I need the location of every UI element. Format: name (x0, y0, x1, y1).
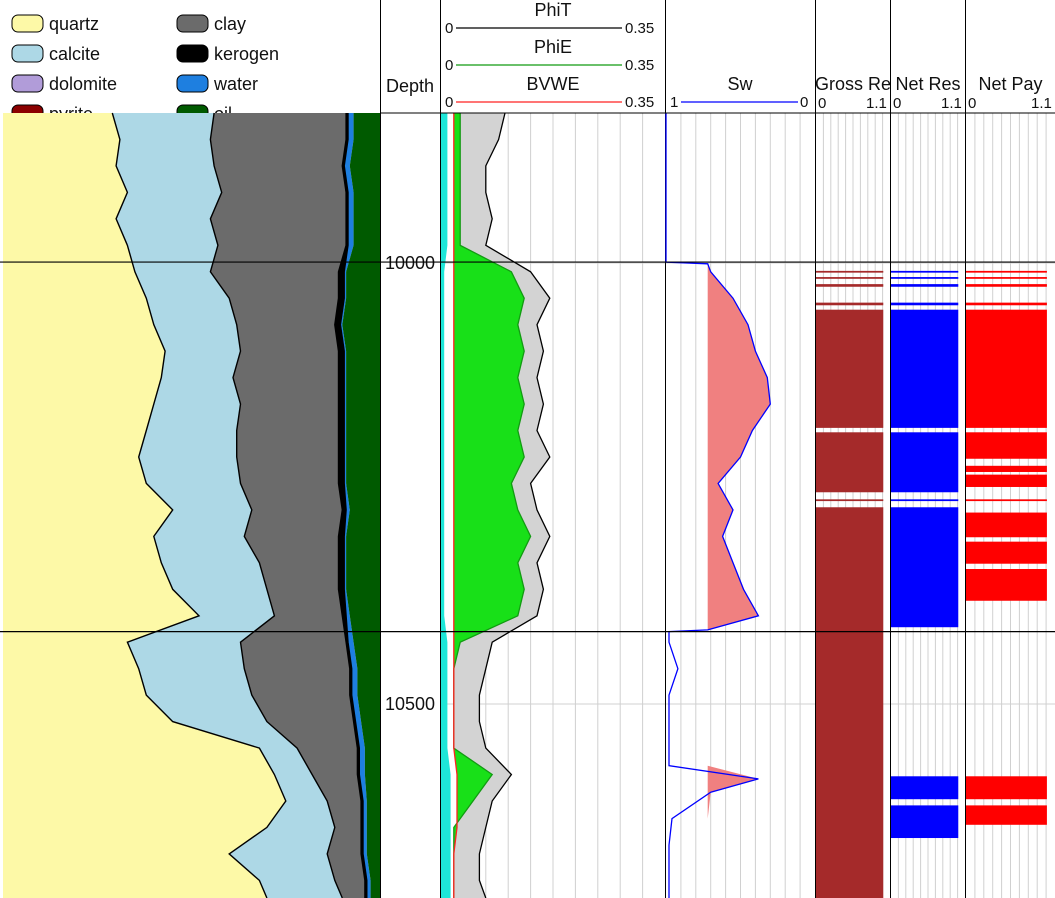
phit-shading (453, 113, 550, 898)
flag-header-max: 1.1 (866, 95, 887, 112)
flag-header-min: 0 (968, 95, 976, 112)
lithology-boundary-calcite (209, 112, 343, 898)
flag-interval-net_pay (966, 499, 1047, 502)
lithology-area-quartz (3, 113, 286, 898)
phie-shading (453, 113, 531, 898)
flag-interval-net_pay (966, 805, 1047, 825)
lithology-boundary-quartz (111, 112, 287, 898)
lithology-boundary-kerogen (339, 113, 368, 898)
flag-interval-gross_reservoir (816, 277, 884, 279)
flag-interval-gross_reservoir (816, 499, 884, 502)
flag-interval-gross_reservoir (816, 432, 884, 493)
flag-interval-net_pay (966, 270, 1047, 273)
porosity-header-max: 0.35 (625, 94, 654, 111)
lithology-area-oil (342, 113, 380, 898)
legend-swatch-kerogen (176, 44, 209, 63)
flag-interval-gross_reservoir (816, 302, 884, 306)
flag-interval-gross_reservoir (816, 507, 884, 898)
depth-tick-label: 10500 (385, 694, 435, 714)
porosity-track: PhiT 0 0.35 PhiE 0 0.35 BVWE 0 0.35 (441, 0, 1055, 898)
flag-interval-net_reservoir (891, 507, 959, 628)
legend-swatch-calcite (11, 44, 44, 63)
depth-axis-title: Depth (386, 76, 434, 96)
lithology-area-calcite (112, 113, 343, 898)
flag-interval-net_reservoir (891, 277, 959, 279)
flag-interval-net_reservoir (891, 776, 959, 800)
legend-swatch-quartz (11, 14, 44, 33)
flag-header-max: 1.1 (1031, 95, 1052, 112)
flag-header-name: Gross Re (815, 74, 891, 94)
flag-interval-net_reservoir (891, 499, 959, 502)
legend-label-calcite: calcite (49, 44, 100, 64)
porosity-header-name: BVWE (526, 74, 579, 94)
porosity-header-min: 0 (445, 20, 453, 37)
depth-tick-label: 10000 (385, 253, 435, 273)
phie-curve (453, 113, 532, 898)
sw-shading (707, 113, 771, 898)
flag-interval-net_reservoir (891, 432, 959, 493)
flag-interval-net_pay (966, 309, 1047, 428)
zone-boundaries (0, 112, 1055, 633)
flag-interval-net_reservoir (891, 309, 959, 428)
saturation-track: Sw 1 0 (665, 0, 816, 898)
porosity-header-min: 0 (445, 94, 453, 111)
flag-header-name: Net Res (895, 74, 960, 94)
lithology-boundary-clay (334, 113, 366, 898)
flag-interval-gross_reservoir (816, 309, 884, 428)
flag-interval-net_reservoir (891, 302, 959, 306)
flag-interval-net_pay (966, 569, 1047, 601)
porosity-header-max: 0.35 (625, 57, 654, 74)
flag-interval-net_pay (966, 432, 1047, 459)
depth-track: Depth 10000 10500 (385, 0, 441, 898)
flag-interval-net_reservoir (891, 284, 959, 287)
flag-interval-net_reservoir (891, 805, 959, 839)
flag-interval-gross_reservoir (816, 284, 884, 287)
porosity-header-min: 0 (445, 57, 453, 74)
legend-label-dolomite: dolomite (49, 74, 117, 94)
flag-interval-net_pay (966, 277, 1047, 279)
legend-label-water: water (213, 74, 258, 94)
phit-curve (478, 112, 551, 898)
lithology-track (3, 0, 381, 898)
legend-label-kerogen: kerogen (214, 44, 279, 64)
flag-header-max: 1.1 (941, 95, 962, 112)
flag-interval-gross_reservoir (816, 270, 884, 273)
porosity-header-name: PhiE (534, 37, 572, 57)
sw-header-max: 0 (800, 94, 808, 111)
sw-header-min: 1 (670, 94, 678, 111)
sw-curve (665, 113, 771, 898)
bvwe-curve (453, 113, 458, 898)
flag-header-min: 0 (818, 95, 826, 112)
track-legend: quartzcalcitedolomitepyriteclaykerogenwa… (11, 14, 279, 124)
clay-bound-shading (441, 113, 451, 898)
legend-swatch-clay (176, 14, 209, 33)
flag-interval-net_pay (966, 512, 1047, 538)
flag-interval-net_pay (966, 302, 1047, 306)
porosity-header-max: 0.35 (625, 20, 654, 37)
sw-header-name: Sw (727, 74, 753, 94)
flag-header-min: 0 (893, 95, 901, 112)
flag-interval-net_pay (966, 465, 1047, 472)
legend-label-clay: clay (214, 14, 246, 34)
porosity-header-name: PhiT (534, 0, 571, 20)
flag-header-name: Net Pay (978, 74, 1042, 94)
legend-swatch-dolomite (11, 74, 44, 93)
lithology-area-clay (210, 113, 365, 898)
flag-interval-net_pay (966, 474, 1047, 487)
legend-swatch-water (176, 74, 209, 93)
flag-interval-net_pay (966, 541, 1047, 564)
flag-interval-net_pay (966, 776, 1047, 800)
legend-label-quartz: quartz (49, 14, 99, 34)
flag-interval-net_pay (966, 284, 1047, 287)
flag-interval-net_reservoir (891, 270, 959, 273)
